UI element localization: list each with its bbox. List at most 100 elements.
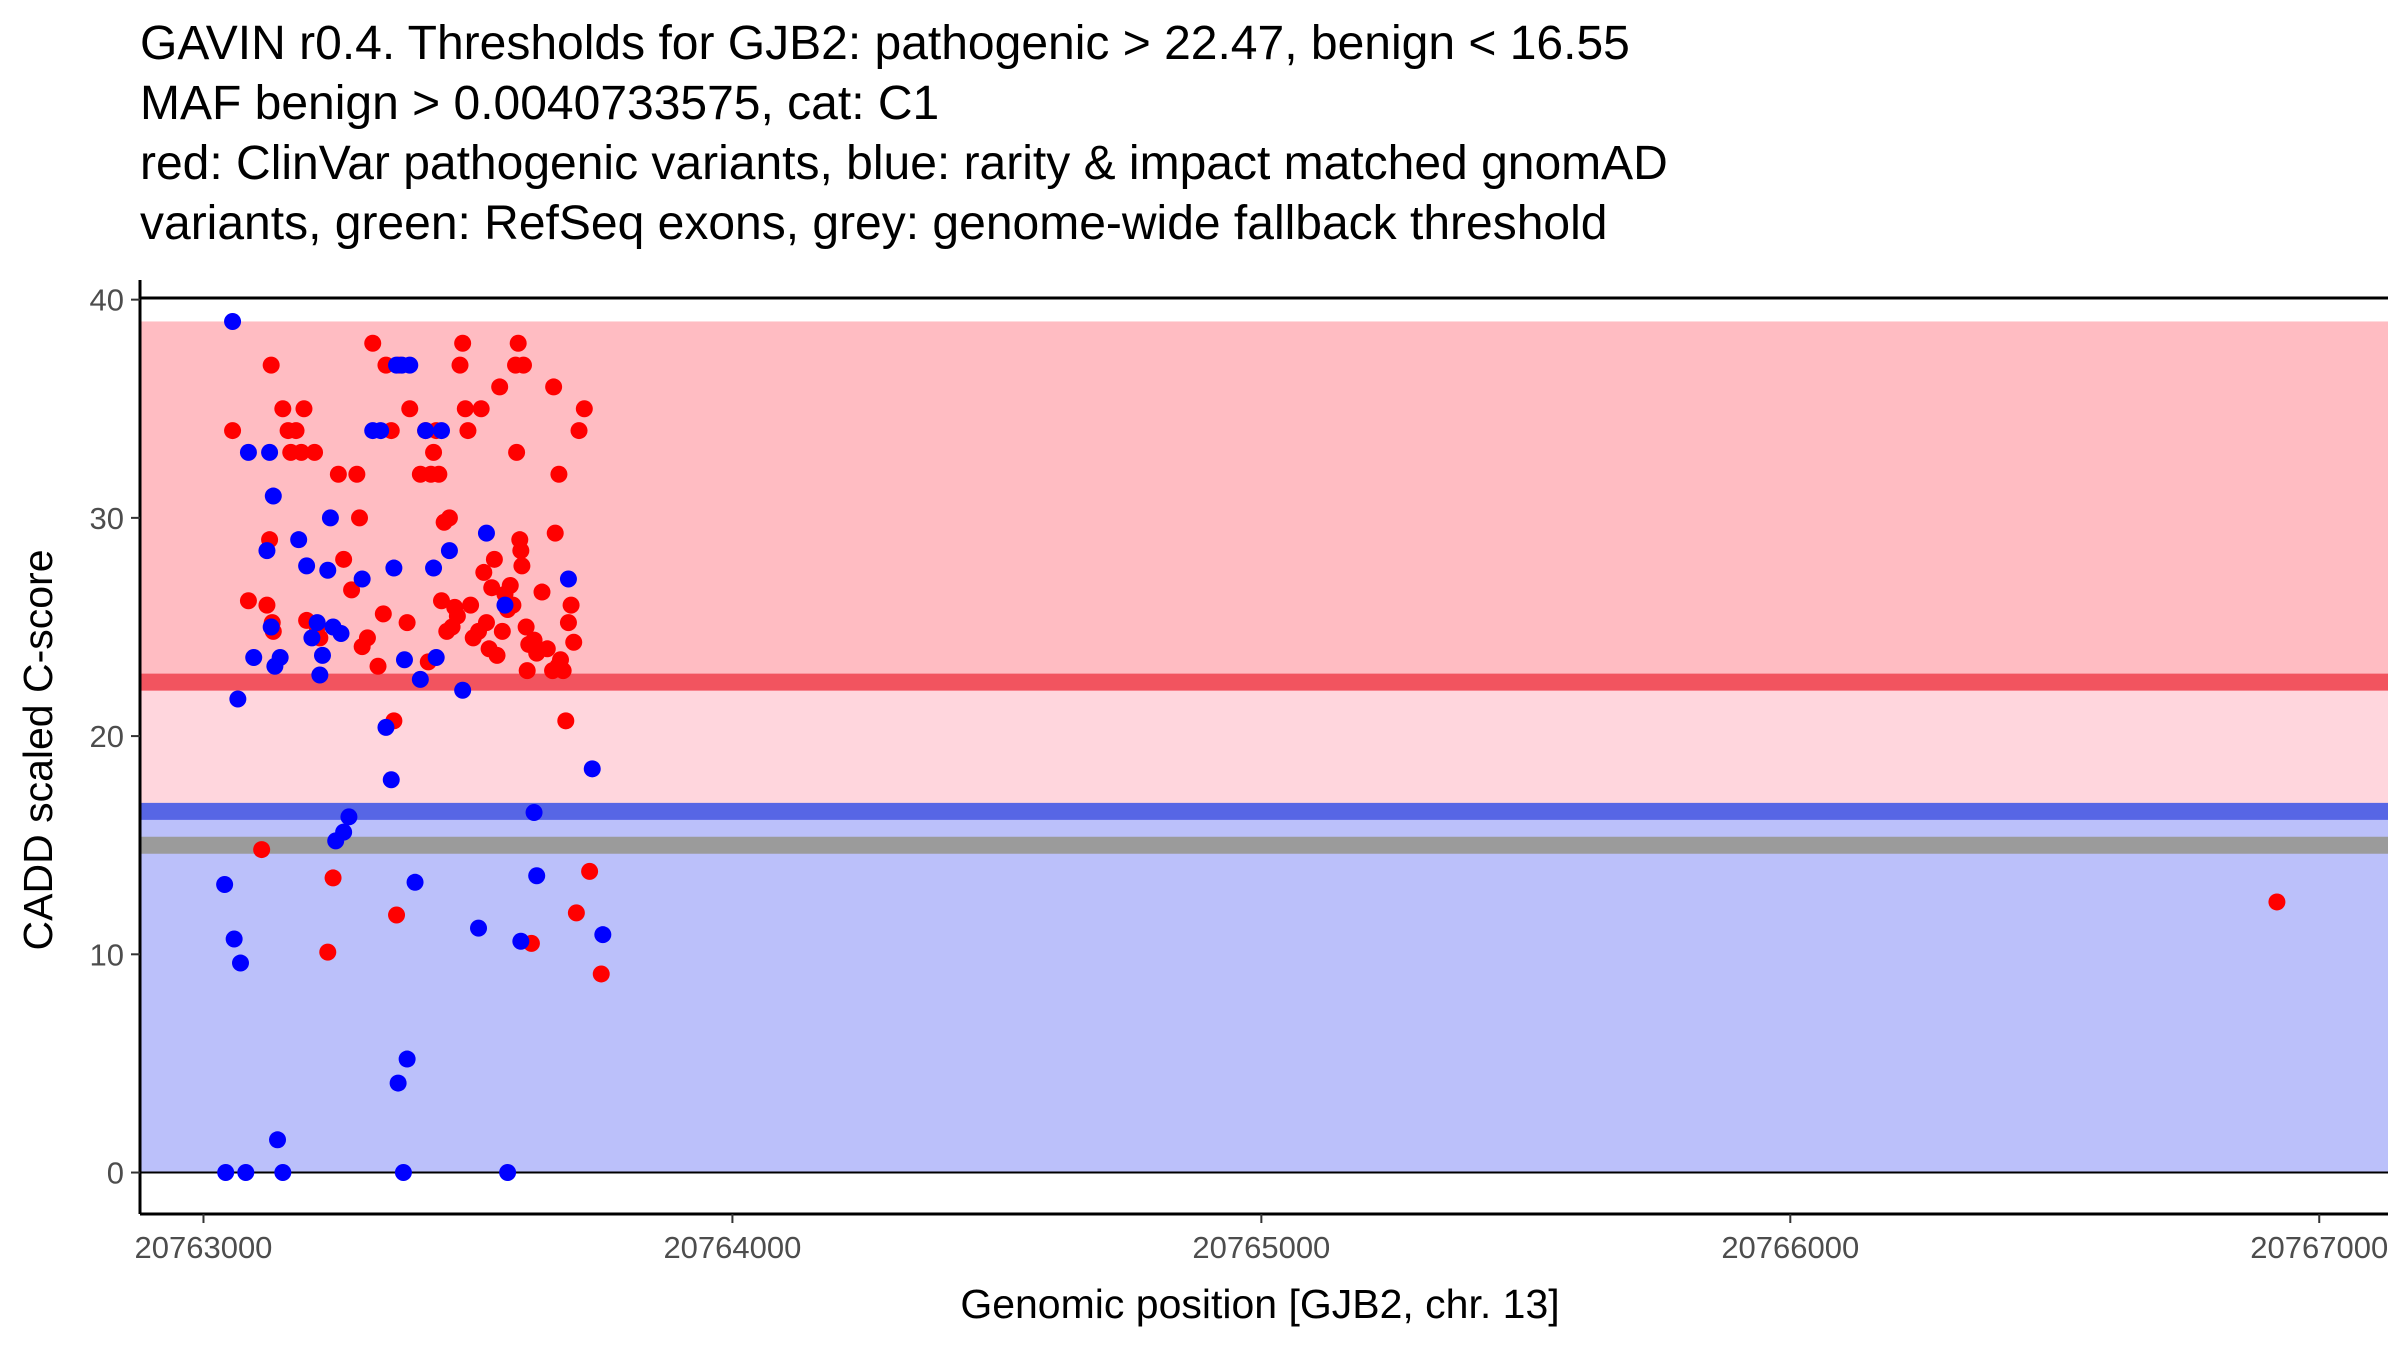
clinvar-pathogenic-point (546, 524, 564, 542)
clinvar-pathogenic-point (398, 614, 416, 632)
clinvar-pathogenic-point (557, 712, 575, 730)
gnomad-variant-point (332, 625, 350, 643)
clinvar-pathogenic-point (488, 646, 506, 664)
gnomad-variant-point (417, 422, 435, 440)
gnomad-variant-point (432, 422, 450, 440)
gnomad-variant-point (340, 808, 358, 826)
y-tick-label: 0 (107, 1156, 124, 1191)
y-axis-ticks: 0 10 20 30 40 (90, 283, 140, 1191)
clinvar-pathogenic-point (451, 356, 469, 374)
clinvar-pathogenic-point (348, 465, 366, 483)
clinvar-pathogenic-point (343, 581, 361, 599)
gnomad-variant-point (216, 875, 234, 893)
clinvar-pathogenic-point (306, 443, 324, 461)
clinvar-pathogenic-point (454, 334, 472, 352)
clinvar-pathogenic-point (258, 596, 276, 614)
gnomad-variant-point (382, 771, 400, 789)
title-line-1: GAVIN r0.4. Thresholds for GJB2: pathoge… (140, 17, 1630, 70)
benign-region (140, 811, 2388, 1173)
clinvar-pathogenic-point (292, 443, 310, 461)
threshold-regions (140, 321, 2388, 1173)
clinvar-pathogenic-point (329, 465, 347, 483)
clinvar-pathogenic-point (559, 614, 577, 632)
clinvar-pathogenic-point (274, 400, 292, 418)
clinvar-pathogenic-point (253, 841, 271, 859)
gnomad-variant-point (496, 596, 514, 614)
clinvar-pathogenic-point (508, 443, 526, 461)
clinvar-pathogenic-point (388, 906, 406, 924)
clinvar-pathogenic-point (459, 422, 477, 440)
gnomad-variant-point (525, 803, 543, 821)
clinvar-pathogenic-point (483, 579, 501, 597)
clinvar-pathogenic-point (533, 583, 551, 601)
clinvar-pathogenic-point (324, 869, 342, 887)
axes (138, 280, 2388, 1216)
clinvar-pathogenic-point (456, 400, 474, 418)
gnomad-variant-point (394, 1164, 412, 1182)
clinvar-pathogenic-point (432, 592, 450, 610)
gnomad-variant-point (477, 524, 495, 542)
gnomad-variant-point (389, 1074, 407, 1092)
clinvar-pathogenic-point (562, 596, 580, 614)
gnomad-variant-point (298, 557, 316, 575)
clinvar-pathogenic-point (485, 550, 503, 568)
gnomad-variant-point (319, 561, 337, 579)
clinvar-pathogenic-point (319, 943, 337, 961)
clinvar-pathogenic-point (287, 422, 305, 440)
pathogenic-region (140, 321, 2388, 683)
clinvar-pathogenic-point (440, 509, 458, 527)
gnomad-variant-point (225, 930, 243, 948)
title-line-3: red: ClinVar pathogenic variants, blue: … (140, 137, 1668, 190)
clinvar-pathogenic-point (477, 614, 495, 632)
y-axis-title: CADD scaled C-score (15, 550, 61, 951)
gnomad-variant-point (303, 629, 321, 647)
gnomad-variant-point (237, 1164, 255, 1182)
clinvar-pathogenic-point (239, 592, 257, 610)
clinvar-pathogenic-point (2268, 893, 2286, 911)
gnomad-variant-point (313, 646, 331, 664)
clinvar-pathogenic-point (538, 640, 556, 658)
gnomad-variant-point (512, 932, 530, 950)
gnomad-variant-point (239, 443, 257, 461)
clinvar-pathogenic-point (472, 400, 490, 418)
gnomad-variant-point (425, 559, 443, 577)
clinvar-pathogenic-point (514, 356, 532, 374)
intermediate-region (140, 682, 2388, 812)
threshold-lines (140, 673, 2388, 854)
clinvar-pathogenic-point (430, 465, 448, 483)
gnomad-variant-point (594, 926, 612, 944)
clinvar-pathogenic-point (518, 662, 536, 680)
gnomad-variant-point (290, 531, 308, 549)
gnomad-variant-point (229, 690, 247, 708)
gnomad-variant-point (395, 651, 413, 669)
gnomad-variant-point (269, 1131, 287, 1149)
gnomad-variant-point (528, 867, 546, 885)
x-axis-ticks: 20763000 20764000 20765000 20766000 20767000 (135, 1214, 2388, 1265)
x-tick-label: 20767000 (2250, 1230, 2388, 1265)
gnomad-variant-point (440, 542, 458, 560)
gnomad-variant-point (224, 312, 242, 330)
clinvar-pathogenic-point (401, 400, 419, 418)
x-tick-label: 20764000 (663, 1230, 801, 1265)
gnomad-variant-point (353, 570, 371, 588)
clinvar-pathogenic-point (570, 422, 588, 440)
gnomad-variant-point (411, 670, 429, 688)
data-points (216, 312, 2286, 1182)
clinvar-pathogenic-point (512, 542, 530, 560)
gnomad-variant-point (231, 954, 249, 972)
clinvar-pathogenic-point (545, 378, 563, 396)
x-tick-label: 20765000 (1192, 1230, 1330, 1265)
x-tick-label: 20766000 (1721, 1230, 1859, 1265)
gnomad-variant-point (217, 1164, 235, 1182)
clinvar-pathogenic-point (565, 633, 583, 651)
y-tick-label: 20 (90, 719, 124, 754)
gnomad-variant-point (245, 649, 263, 667)
gnomad-variant-point (258, 542, 276, 560)
title-line-2: MAF benign > 0.0040733575, cat: C1 (140, 77, 940, 130)
chart-title: GAVIN r0.4. Thresholds for GJB2: pathoge… (140, 14, 1668, 254)
gnomad-variant-point (377, 718, 395, 736)
y-tick-label: 40 (90, 283, 124, 318)
clinvar-pathogenic-point (335, 550, 353, 568)
gnomad-variant-point (385, 559, 403, 577)
